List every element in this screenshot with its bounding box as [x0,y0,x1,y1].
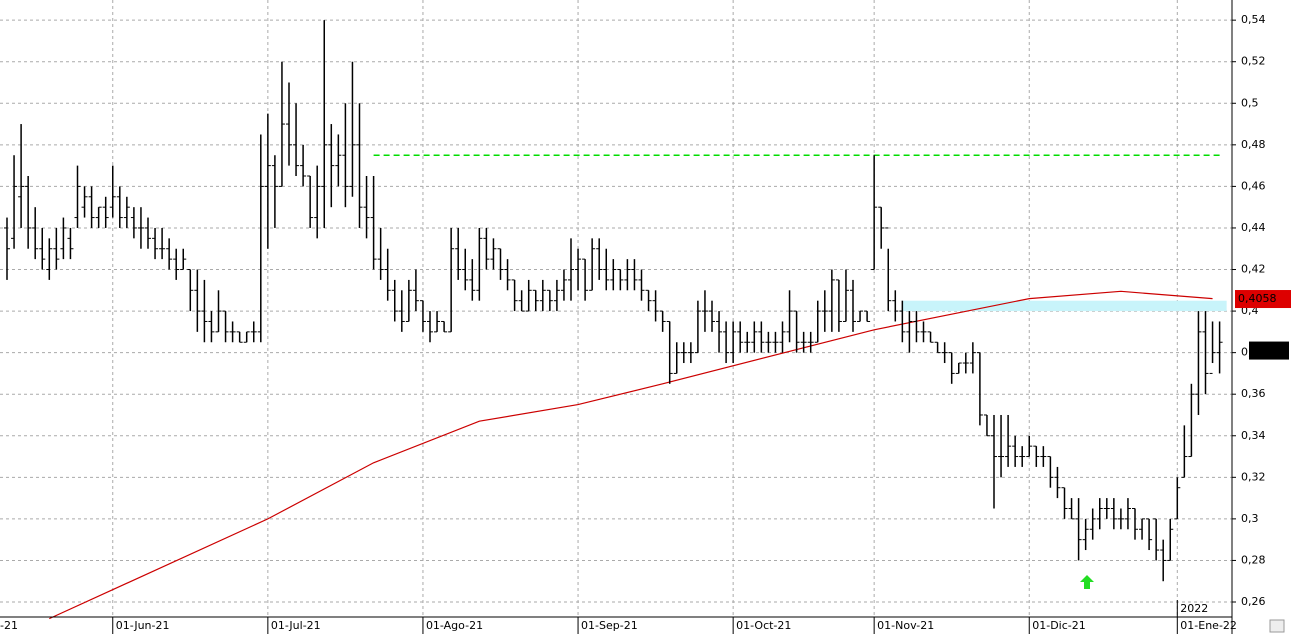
y-tick-label: 0,36 [1241,387,1266,400]
last-price-box [1249,341,1289,360]
y-tick-label: 0,48 [1241,138,1266,151]
x-tick-label: 01-Oct-21 [736,619,791,632]
y-tick-label: 0,3 [1241,512,1259,525]
y-tick-label: 0,5 [1241,96,1259,109]
y-tick-label: 0,46 [1241,179,1266,192]
x-tick-label: 01-Nov-21 [877,619,934,632]
y-tick-label: 0,28 [1241,553,1266,566]
support-zone [902,300,1227,312]
y-tick-label: 0,44 [1241,221,1266,234]
year-label: 2022 [1180,602,1208,615]
settings-icon[interactable] [1269,619,1285,633]
x-tick-label: 01-Sep-21 [581,619,638,632]
price-label-box [1235,290,1291,309]
x-tick-label: 01-Dic-21 [1032,619,1086,632]
x-tick-label: 01-Ago-21 [426,619,483,632]
buy-arrow [1080,575,1094,589]
x-tick-label: 01-Ene-22 [1180,619,1237,632]
y-tick-label: 0,26 [1241,595,1266,608]
y-tick-label: 0,42 [1241,263,1266,276]
x-tick-label: 01-Jun-21 [116,619,170,632]
x-tick-label: 01-Jul-21 [271,619,321,632]
plot [4,20,1227,620]
price-label: 0,4058 [1238,292,1277,305]
y-tick-label: 0,32 [1241,470,1266,483]
y-tick-label: 0,52 [1241,55,1266,68]
moving-average [49,290,1213,620]
x-tick-label: -21 [0,619,18,632]
y-tick-label: 0,54 [1241,13,1266,26]
y-tick-label: 0,34 [1241,429,1266,442]
